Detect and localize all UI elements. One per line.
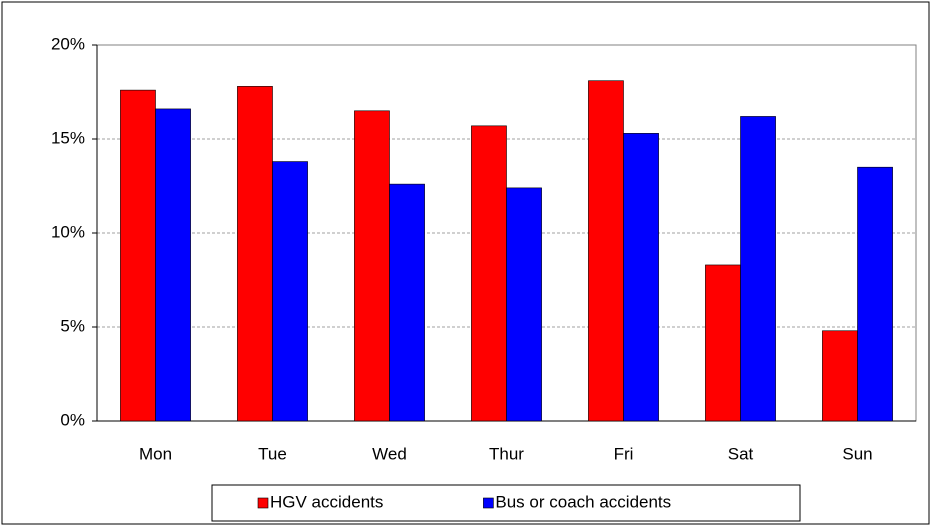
x-tick-label: Thur <box>489 444 524 463</box>
legend-label: Bus or coach accidents <box>495 492 671 511</box>
bar <box>740 116 776 422</box>
bar <box>354 110 390 422</box>
bar <box>389 183 425 422</box>
x-tick-label: Sat <box>728 444 754 463</box>
x-tick-label: Fri <box>614 444 634 463</box>
x-tick-label: Wed <box>372 444 407 463</box>
bar <box>155 108 191 422</box>
y-tick-label: 5% <box>60 316 85 335</box>
y-tick-label: 0% <box>60 410 85 429</box>
bar <box>822 330 858 422</box>
x-tick-label: Mon <box>139 444 172 463</box>
bar <box>237 86 273 422</box>
bar <box>272 161 308 422</box>
x-tick-label: Tue <box>258 444 287 463</box>
legend-swatch <box>257 497 269 509</box>
y-tick-label: 15% <box>51 128 85 147</box>
bar <box>705 264 741 422</box>
bar <box>471 125 507 422</box>
bar <box>506 187 542 422</box>
x-tick-label: Sun <box>842 444 872 463</box>
bar <box>588 80 624 422</box>
legend-swatch <box>483 497 494 509</box>
bar <box>623 133 659 422</box>
bar <box>120 89 156 422</box>
legend-box <box>211 484 801 522</box>
legend-label: HGV accidents <box>270 492 383 511</box>
bar <box>857 166 893 422</box>
y-tick-label: 20% <box>51 34 85 53</box>
y-tick-label: 10% <box>51 222 85 241</box>
